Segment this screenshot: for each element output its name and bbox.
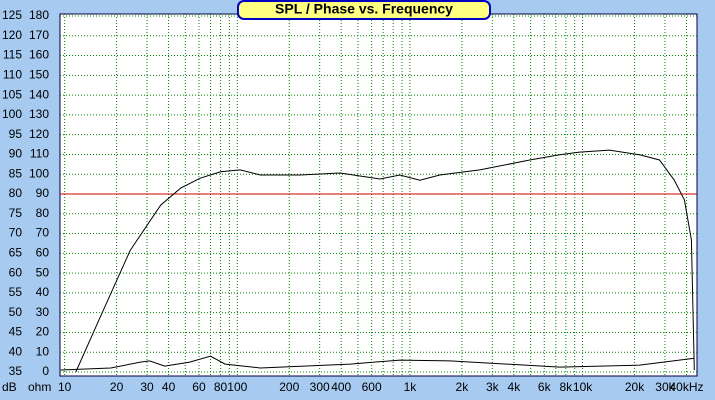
y2-tick-label: 50 bbox=[36, 265, 50, 279]
x-tick-label: 600 bbox=[362, 380, 382, 394]
x-tick-label: 30k bbox=[655, 380, 675, 394]
y-tick-label: 100 bbox=[2, 107, 22, 121]
x-tick-label: 30 bbox=[140, 380, 154, 394]
y2-tick-label: 140 bbox=[29, 87, 49, 101]
y-tick-label: 125 bbox=[2, 8, 22, 22]
y-tick-label: 105 bbox=[2, 87, 22, 101]
series-line bbox=[75, 149, 695, 373]
x-tick-label: 20k bbox=[625, 380, 645, 394]
y-tick-label: 50 bbox=[9, 305, 23, 319]
x-tick-label: 60 bbox=[192, 380, 206, 394]
x-tick-label: 4k bbox=[508, 380, 522, 394]
y-tick-label: 55 bbox=[9, 285, 23, 299]
y2-tick-label: 160 bbox=[29, 48, 49, 62]
x-tick-label: 200 bbox=[279, 380, 299, 394]
y-tick-label: 115 bbox=[3, 48, 22, 62]
y-tick-label: 80 bbox=[9, 186, 23, 200]
y2-axis-label: ohm bbox=[28, 380, 51, 394]
y2-tick-label: 120 bbox=[29, 127, 49, 141]
x-tick-label: 20 bbox=[110, 380, 124, 394]
y2-tick-label: 90 bbox=[36, 186, 50, 200]
x-tick-label: 3k bbox=[486, 380, 500, 394]
y-tick-label: 85 bbox=[9, 166, 23, 180]
y2-tick-label: 130 bbox=[29, 107, 49, 121]
y-tick-label: 75 bbox=[9, 206, 23, 220]
y2-tick-label: 20 bbox=[36, 325, 50, 339]
x-tick-label: 40 bbox=[162, 380, 176, 394]
x-tick-label: 400 bbox=[331, 380, 351, 394]
title-box bbox=[237, 0, 491, 20]
y-tick-label: 120 bbox=[2, 28, 22, 42]
x-tick-label: 40kHz bbox=[670, 380, 704, 394]
series-line bbox=[60, 355, 695, 371]
y2-tick-label: 180 bbox=[29, 8, 49, 22]
y-tick-label: 45 bbox=[9, 325, 23, 339]
y2-tick-label: 110 bbox=[30, 147, 49, 161]
y-tick-label: 60 bbox=[9, 265, 23, 279]
plot-area bbox=[59, 13, 698, 377]
x-tick-label: 10 bbox=[58, 380, 72, 394]
x-tick-label: 6k bbox=[538, 380, 552, 394]
y2-tick-label: 30 bbox=[36, 305, 50, 319]
y-tick-label: 70 bbox=[9, 226, 23, 240]
x-tick-label: 80 bbox=[214, 380, 228, 394]
y2-tick-label: 0 bbox=[42, 364, 49, 378]
y2-tick-label: 60 bbox=[36, 246, 50, 260]
x-tick-label: 2k bbox=[456, 380, 470, 394]
x-tick-label: 300 bbox=[310, 380, 330, 394]
x-tick-label: 8k bbox=[560, 380, 574, 394]
x-tick-label: 100 bbox=[227, 380, 247, 394]
y-tick-label: 110 bbox=[3, 68, 22, 82]
y-tick-label: 40 bbox=[9, 344, 23, 358]
y2-tick-label: 40 bbox=[36, 285, 50, 299]
y2-tick-label: 170 bbox=[29, 28, 49, 42]
y-tick-label: 65 bbox=[9, 246, 23, 260]
y-tick-label: 35 bbox=[9, 364, 23, 378]
y2-tick-label: 150 bbox=[29, 68, 49, 82]
chart-title: SPL / Phase vs. Frequency bbox=[275, 1, 453, 17]
x-tick-label: 10k bbox=[573, 380, 593, 394]
y2-tick-label: 10 bbox=[36, 344, 50, 358]
y2-tick-label: 80 bbox=[36, 206, 50, 220]
y-axis-label: dB bbox=[2, 380, 17, 394]
x-tick-label: 1k bbox=[404, 380, 418, 394]
y2-tick-label: 70 bbox=[36, 226, 50, 240]
y-tick-label: 95 bbox=[9, 127, 23, 141]
y2-tick-label: 100 bbox=[29, 166, 49, 180]
y-tick-label: 90 bbox=[9, 147, 23, 161]
